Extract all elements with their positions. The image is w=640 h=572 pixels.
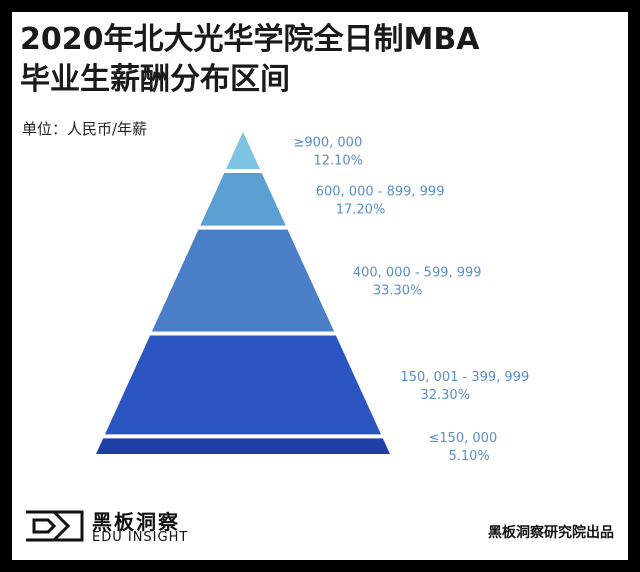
segment-value-label: 32.30% (420, 388, 470, 403)
pyramid-segment-5 (96, 438, 390, 454)
segment-value-label: 12.10% (313, 154, 363, 169)
pyramid-chart: ≥900, 000 12.10% 600, 000 - 899, 999 17.20%… (96, 132, 529, 464)
logo-text-cn: 黑板洞察 (92, 510, 180, 534)
unit-label: 单位：人民币/年薪 (22, 120, 148, 138)
pyramid-segment-1 (226, 132, 260, 170)
brand-logo: 黑板洞察 EDU INSIGHT (24, 506, 194, 546)
segment-category-label: ≥900, 000 (293, 136, 362, 151)
logo-text-en: EDU INSIGHT (92, 530, 189, 545)
title-line-2: 毕业生薪酬分布区间 (20, 62, 290, 97)
chart-card: 2020年北大光华学院全日制MBA 毕业生薪酬分布区间 单位：人民币/年薪 ≥9… (12, 12, 628, 560)
segment-value-label: 5.10% (448, 449, 489, 464)
chart-title: 2020年北大光华学院全日制MBA 毕业生薪酬分布区间 (20, 20, 479, 100)
title-line-1: 2020年北大光华学院全日制MBA (20, 22, 480, 57)
segment-category-label: ≤150, 000 (428, 431, 497, 446)
logo-mark-icon (26, 510, 84, 542)
segment-category-label: 400, 000 - 599, 999 (353, 266, 482, 281)
segment-category-label: 150, 001 - 399, 999 (400, 370, 529, 385)
segment-value-label: 17.20% (336, 202, 386, 217)
segment-value-label: 33.30% (373, 284, 423, 299)
pyramid-segment-2 (200, 173, 286, 226)
pyramid-segment-4 (104, 335, 382, 435)
pyramid-segment-3 (151, 229, 335, 332)
source-note: 黑板洞察研究院出品 (488, 525, 614, 541)
segment-category-label: 600, 000 - 899, 999 (316, 184, 445, 199)
